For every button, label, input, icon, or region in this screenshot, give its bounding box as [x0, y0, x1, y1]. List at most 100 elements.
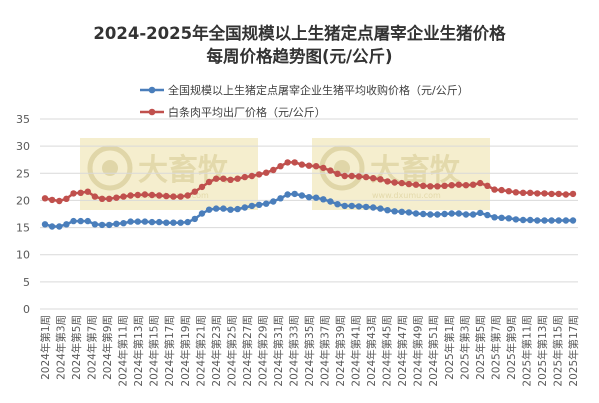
series-2-point	[198, 183, 206, 191]
series-1-point	[505, 215, 512, 222]
series-2-point	[348, 172, 355, 180]
series-2-point	[355, 173, 363, 180]
x-tick-label: 2024年第9周	[101, 315, 114, 380]
series-1-point	[56, 223, 63, 230]
chart-title-line2: 每周价格趋势图(元/公斤)	[206, 47, 393, 66]
series-1-point	[412, 210, 420, 217]
x-tick-label: 2024年第25周	[225, 315, 238, 387]
series-1-point	[469, 211, 477, 218]
series-1-point	[427, 211, 434, 218]
series-2-point	[270, 166, 277, 174]
series-1-point	[477, 209, 484, 217]
series-1-point	[98, 221, 106, 229]
watermark-url: www.dxumu.com	[372, 191, 441, 200]
series-1-point	[377, 205, 384, 212]
series-2-point	[77, 189, 84, 196]
series-1-point	[263, 200, 270, 207]
series-2-point	[263, 169, 270, 176]
series-1-point	[305, 194, 313, 201]
series-2-point	[512, 189, 520, 196]
series-1-point	[512, 216, 520, 223]
series-2-point	[448, 182, 455, 189]
series-1-point	[484, 211, 491, 219]
series-2-point	[505, 188, 512, 195]
series-1-point	[320, 196, 327, 203]
series-2-point	[284, 159, 291, 166]
series-1-point	[398, 208, 405, 215]
series-1-point	[134, 218, 141, 225]
series-1-point	[213, 205, 220, 212]
series-2-point	[48, 196, 56, 204]
series-2-point	[41, 195, 49, 202]
series-1-point	[127, 218, 134, 225]
series-1-point	[163, 219, 170, 226]
series-2-point	[291, 159, 298, 166]
series-1-point	[562, 217, 570, 224]
x-tick-label: 2024年第11周	[117, 315, 130, 387]
series-1-point	[434, 211, 441, 218]
series-2-point	[184, 192, 191, 199]
x-tick-label: 2024年第3周	[55, 315, 68, 380]
series-2-point	[134, 191, 141, 199]
x-tick-label: 2024年第51周	[427, 315, 440, 387]
series-2-point	[462, 182, 470, 189]
series-2-point	[484, 182, 491, 189]
x-tick-label: 2025年第11周	[520, 315, 533, 387]
series-2-point	[412, 181, 420, 188]
series-2-point	[255, 171, 263, 178]
series-1-point	[405, 209, 413, 216]
series-1-point	[177, 219, 184, 226]
watermark-logo-dot-icon	[102, 160, 118, 176]
series-1-point	[541, 217, 548, 224]
series-1-point	[170, 219, 177, 226]
series-2-point	[405, 180, 413, 188]
series-2-point	[191, 188, 198, 195]
y-tick-label-25: 25	[16, 167, 30, 180]
series-1-point	[227, 206, 234, 213]
x-tick-label: 2024年第7周	[86, 315, 99, 380]
series-2-point	[327, 167, 334, 174]
series-1-point	[41, 221, 49, 228]
series-2-point	[248, 172, 256, 180]
x-tick-label: 2024年第33周	[287, 315, 300, 387]
series-2-point	[148, 191, 156, 199]
x-tick-label: 2024年第29周	[256, 315, 269, 387]
x-tick-label: 2025年第5周	[474, 315, 487, 380]
x-tick-label: 2024年第23周	[210, 315, 223, 387]
x-tick-label: 2024年第15周	[148, 315, 161, 387]
series-2-point	[398, 179, 405, 187]
x-tick-label: 2024年第43周	[365, 315, 378, 387]
series-1-point	[141, 218, 149, 225]
legend-marker-red-line-icon	[140, 108, 164, 116]
series-1-point	[291, 190, 298, 198]
chart-title-line1: 2024-2025年全国规模以上生猪定点屠宰企业生猪价格	[93, 24, 506, 43]
series-2-point	[420, 182, 427, 189]
series-2-point	[569, 190, 577, 198]
series-2-point	[527, 189, 534, 196]
x-tick-label: 2024年第13周	[132, 315, 145, 387]
series-2-point	[312, 163, 320, 170]
x-tick-label: 2025年第9周	[505, 315, 518, 380]
series-2-point	[434, 183, 441, 190]
series-2-point	[156, 192, 163, 199]
series-1-point	[548, 217, 555, 224]
series-1-point	[120, 220, 127, 227]
series-2-point	[498, 186, 505, 194]
series-2-point	[63, 195, 70, 202]
x-tick-label: 2024年第47周	[396, 315, 409, 387]
series-layer	[41, 159, 577, 230]
series-2-point	[384, 178, 391, 185]
watermark-logo-icon	[87, 145, 133, 191]
series-2-point	[70, 190, 77, 197]
series-1-point	[156, 218, 163, 226]
series-1-point	[348, 202, 355, 210]
legend-item-series1: 全国规模以上生猪定点屠宰企业生猪平均收购价格（元/公斤）	[140, 82, 469, 98]
series-1-point	[298, 192, 306, 199]
series-2-point	[555, 190, 562, 198]
series-1-point	[184, 218, 191, 226]
series-1-point	[455, 210, 462, 217]
x-tick-label: 2025年第17周	[567, 315, 580, 387]
series-2-point	[305, 162, 313, 169]
